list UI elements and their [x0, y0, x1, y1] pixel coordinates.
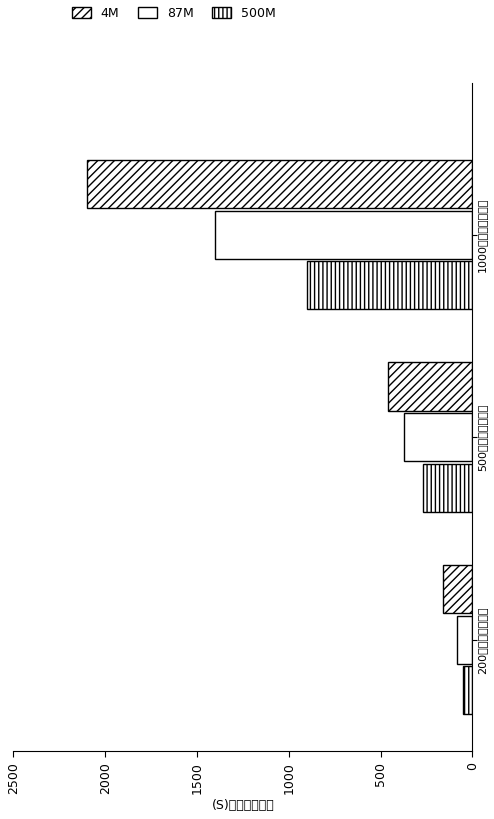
Bar [215, 210, 472, 259]
Bar [463, 667, 472, 714]
Bar [423, 464, 472, 512]
Bar [307, 261, 472, 310]
Bar [388, 363, 472, 410]
Bar [87, 160, 472, 208]
Legend: 4M, 87M, 500M: 4M, 87M, 500M [67, 2, 281, 25]
Bar [443, 565, 472, 613]
Bar [457, 616, 472, 664]
Bar [405, 413, 472, 461]
X-axis label: (S)费时回列梵题: (S)费时回列梵题 [211, 799, 274, 812]
